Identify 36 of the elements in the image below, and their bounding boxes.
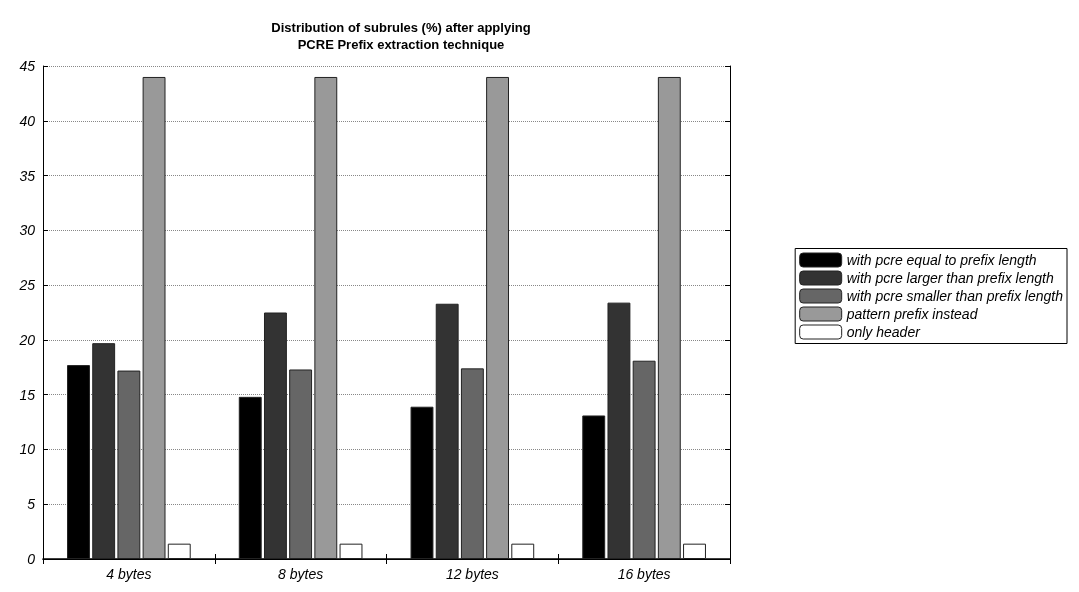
bar <box>167 543 191 559</box>
bar <box>683 543 706 559</box>
bar <box>142 76 166 559</box>
y-tick-label: 30 <box>19 222 36 239</box>
bar <box>657 76 681 559</box>
legend-label: pattern prefix instead <box>845 306 979 322</box>
x-tick-label: 16 bytes <box>617 566 671 582</box>
y-tick-label: 0 <box>27 551 36 567</box>
bar <box>435 303 459 559</box>
y-tick-label: 40 <box>19 112 36 129</box>
y-tick-label: 25 <box>18 277 36 294</box>
bar <box>632 360 656 559</box>
legend-label: with pcre larger than prefix length <box>846 270 1054 286</box>
chart-title: Distribution of subrules (%) after applying PCRE Prefix extraction technique <box>271 20 531 52</box>
bar <box>314 76 338 559</box>
bar <box>92 343 116 559</box>
y-tick-label: 35 <box>19 167 36 184</box>
bar <box>486 76 510 559</box>
legend-label: with pcre equal to prefix length <box>846 252 1037 268</box>
bar <box>263 312 287 559</box>
bar <box>117 370 141 559</box>
y-tick-label: 10 <box>19 441 36 458</box>
x-tick-label: 4 bytes <box>106 566 152 582</box>
y-tick-label: 5 <box>27 496 36 513</box>
y-tick-label: 15 <box>19 386 36 403</box>
bar <box>607 302 631 559</box>
x-tick-label: 8 bytes <box>278 566 324 582</box>
legend-label: with pcre smaller than prefix length <box>846 288 1064 304</box>
bar <box>511 543 535 559</box>
bar <box>460 368 484 559</box>
y-tick-label: 20 <box>18 331 36 348</box>
y-tick-label: 45 <box>19 58 36 74</box>
x-tick-label: 12 bytes <box>445 566 499 582</box>
bar <box>289 369 313 559</box>
legend-label: only header <box>846 324 922 340</box>
bar <box>339 543 363 559</box>
